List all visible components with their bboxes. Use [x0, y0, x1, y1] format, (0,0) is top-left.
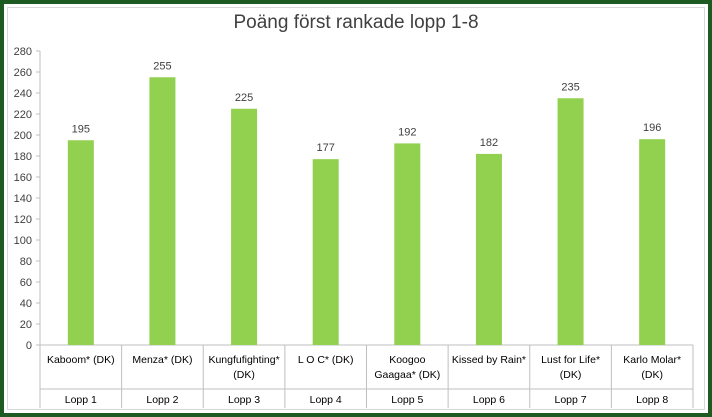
- category-label: (DK): [641, 369, 663, 381]
- data-label: 195: [72, 123, 90, 135]
- bar: [557, 98, 584, 345]
- y-tick-label: 180: [14, 151, 32, 163]
- bar: [231, 108, 258, 345]
- category-label: Kissed by Rain*: [452, 354, 526, 366]
- category-label: Koogoo: [389, 354, 425, 366]
- category-label: Gaagaa* (DK): [374, 369, 440, 381]
- group-label: Lopp 1: [65, 394, 97, 406]
- y-tick-label: 160: [14, 172, 32, 184]
- category-label: L O C* (DK): [298, 354, 354, 366]
- y-tick-label: 280: [14, 46, 32, 58]
- chart-title: Poäng först rankade lopp 1-8: [233, 12, 479, 33]
- y-tick-label: 240: [14, 88, 32, 100]
- group-label: Lopp 2: [146, 394, 178, 406]
- group-label: Lopp 8: [636, 394, 668, 406]
- bar: [639, 139, 666, 345]
- y-tick-label: 40: [20, 298, 32, 310]
- group-label: Lopp 4: [310, 394, 342, 406]
- group-label: Lopp 5: [391, 394, 423, 406]
- y-tick-label: 100: [14, 235, 32, 247]
- y-tick-label: 120: [14, 214, 32, 226]
- bar: [149, 77, 176, 345]
- category-label: Kungfufighting*: [208, 354, 279, 366]
- data-label: 196: [643, 122, 661, 134]
- group-label: Lopp 3: [228, 394, 260, 406]
- group-label: Lopp 6: [473, 394, 505, 406]
- bar: [475, 153, 502, 345]
- group-label: Lopp 7: [555, 394, 587, 406]
- category-label: Kaboom* (DK): [47, 354, 115, 366]
- bar: [394, 143, 421, 345]
- category-label: Lust for Life*: [541, 354, 600, 366]
- y-tick-label: 20: [20, 319, 32, 331]
- data-label: 177: [317, 142, 335, 154]
- y-tick-label: 0: [26, 340, 32, 352]
- y-tick-label: 80: [20, 256, 32, 268]
- data-label: 255: [153, 60, 171, 72]
- category-label: Menza* (DK): [132, 354, 192, 366]
- data-label: 225: [235, 92, 253, 104]
- data-label: 235: [561, 81, 579, 93]
- y-tick-label: 200: [14, 130, 32, 142]
- bar: [312, 159, 339, 345]
- y-tick-label: 140: [14, 193, 32, 205]
- y-tick-label: 220: [14, 109, 32, 121]
- bar: [67, 140, 94, 345]
- data-label: 182: [480, 137, 498, 149]
- chart-area: [7, 7, 705, 410]
- category-label: Karlo Molar*: [623, 354, 681, 366]
- category-label: (DK): [560, 369, 582, 381]
- y-tick-label: 260: [14, 67, 32, 79]
- data-label: 192: [398, 126, 416, 138]
- y-tick-label: 60: [20, 277, 32, 289]
- category-label: (DK): [233, 369, 255, 381]
